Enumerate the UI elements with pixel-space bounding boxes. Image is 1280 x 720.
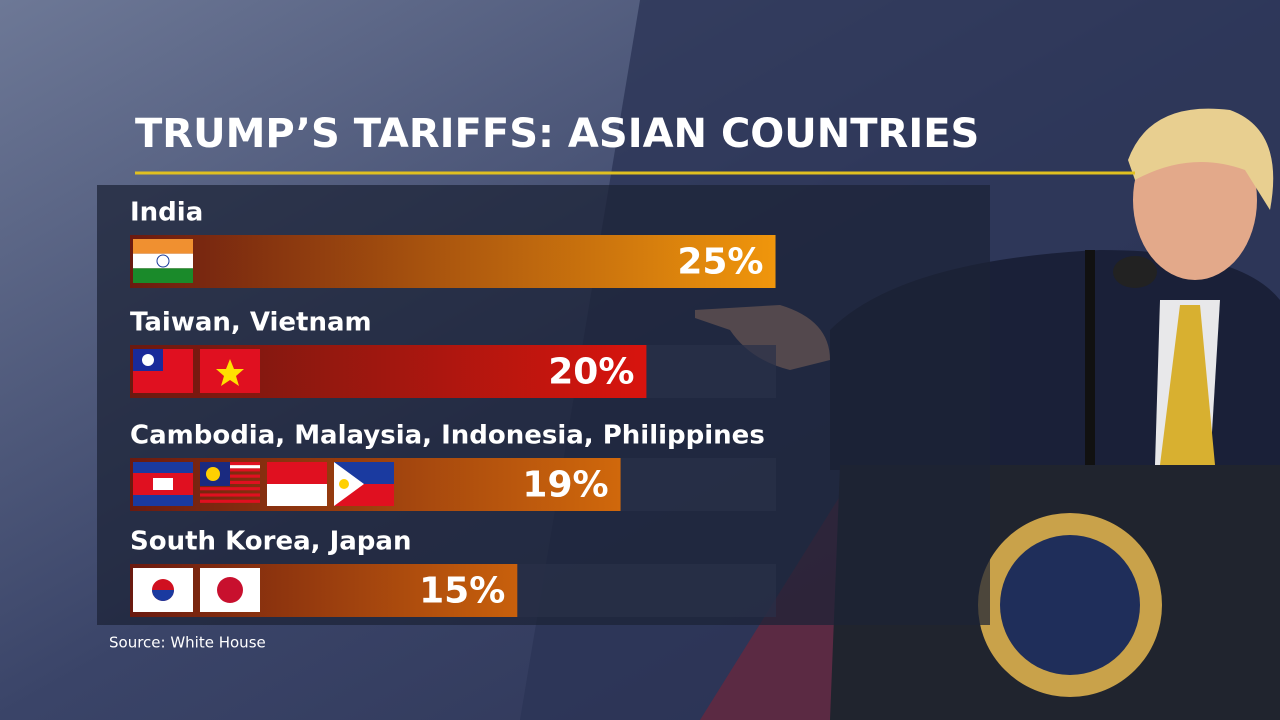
source: Source: White House <box>109 634 266 652</box>
flag-part <box>267 484 327 506</box>
seal-inner <box>1000 535 1140 675</box>
flag-part <box>200 493 260 497</box>
flag-part <box>217 577 243 603</box>
bars: India 25% Taiwan, Vietnam 20% Cambodia, Mala… <box>130 198 776 617</box>
flag-part <box>156 254 170 268</box>
flag-part <box>200 499 260 503</box>
flag-part <box>152 590 174 601</box>
bar <box>130 564 518 617</box>
category-label: Cambodia, Malaysia, Indonesia, Philippin… <box>130 421 765 451</box>
flag-part <box>133 268 193 283</box>
category-label: South Korea, Japan <box>130 527 411 557</box>
flag-part <box>133 253 193 269</box>
flag-part <box>339 479 349 489</box>
category-label: India <box>130 198 203 228</box>
value-label: 15% <box>419 571 505 612</box>
flag-part <box>200 487 260 491</box>
value-label: 20% <box>548 352 634 393</box>
mic <box>1113 256 1157 288</box>
chart-title: TRUMP’S TARIFFS: ASIAN COUNTRIES <box>135 111 979 157</box>
value-label: 25% <box>677 242 763 283</box>
hair <box>1128 108 1274 210</box>
flag-part <box>153 478 173 490</box>
tie <box>1160 305 1215 465</box>
category-label: Taiwan, Vietnam <box>130 308 372 338</box>
mic-stand <box>1085 250 1095 465</box>
chart-panel <box>97 185 990 625</box>
flag-part <box>267 462 327 484</box>
flag-part <box>206 467 220 481</box>
flag-part <box>133 239 193 254</box>
flag-part <box>142 354 154 366</box>
flag-part <box>216 359 244 386</box>
bar <box>130 235 776 288</box>
value-label: 19% <box>522 465 608 506</box>
